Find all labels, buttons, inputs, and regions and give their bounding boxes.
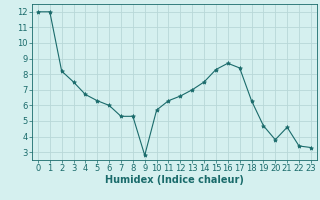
X-axis label: Humidex (Indice chaleur): Humidex (Indice chaleur) bbox=[105, 175, 244, 185]
